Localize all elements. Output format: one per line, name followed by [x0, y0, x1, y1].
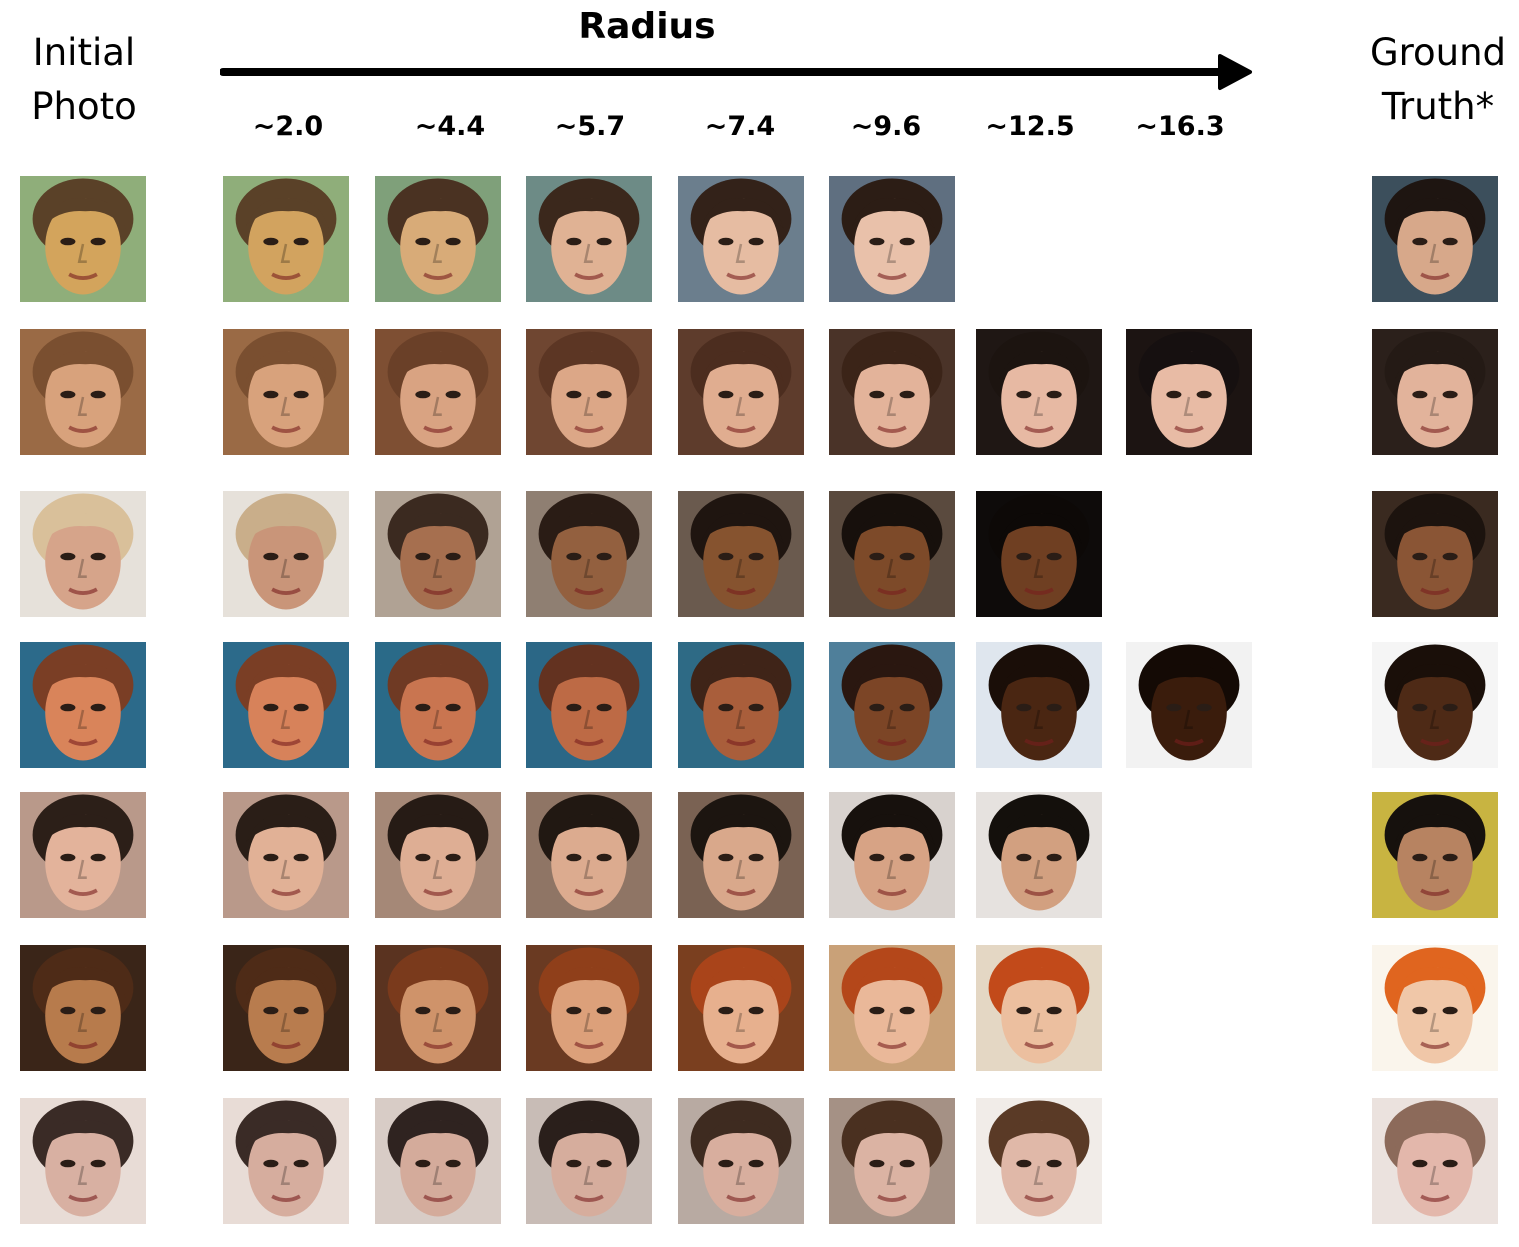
generated-face: [1126, 329, 1252, 455]
ground-truth-photo: [1372, 329, 1498, 455]
generated-face: [678, 491, 804, 617]
initial-photo: [20, 792, 146, 918]
initial-photo-header: Initial Photo: [10, 26, 158, 134]
generated-face: [526, 945, 652, 1071]
generated-face: [1126, 642, 1252, 768]
ground-truth-header-line1: Ground: [1369, 31, 1507, 74]
ground-truth-photo: [1372, 945, 1498, 1071]
radius-label: ~16.3: [1135, 111, 1225, 142]
generated-face: [976, 491, 1102, 617]
generated-face: [375, 792, 501, 918]
radius-label: ~12.5: [985, 111, 1075, 142]
generated-face: [223, 642, 349, 768]
generated-face: [678, 176, 804, 302]
generated-face: [829, 176, 955, 302]
initial-photo: [20, 642, 146, 768]
generated-face: [375, 491, 501, 617]
initial-photo: [20, 1098, 146, 1224]
radius-arrow: [220, 54, 1252, 90]
generated-face: [526, 642, 652, 768]
generated-face: [375, 642, 501, 768]
radius-label: ~9.6: [850, 111, 922, 142]
generated-face: [223, 1098, 349, 1224]
generated-face: [526, 1098, 652, 1224]
generated-face: [375, 329, 501, 455]
generated-face: [526, 176, 652, 302]
generated-face: [526, 329, 652, 455]
generated-face: [526, 792, 652, 918]
initial-photo: [20, 491, 146, 617]
ground-truth-header-line2: Truth*: [1381, 85, 1495, 128]
ground-truth-photo: [1372, 642, 1498, 768]
generated-face: [976, 792, 1102, 918]
generated-face: [976, 642, 1102, 768]
radius-title: Radius: [578, 6, 716, 47]
generated-face: [375, 1098, 501, 1224]
initial-photo: [20, 329, 146, 455]
generated-face: [678, 1098, 804, 1224]
generated-face: [678, 945, 804, 1071]
radius-label: ~2.0: [252, 111, 324, 142]
generated-face: [829, 1098, 955, 1224]
initial-photo-header-line2: Photo: [31, 85, 137, 128]
ground-truth-photo: [1372, 1098, 1498, 1224]
radius-label: ~4.4: [414, 111, 486, 142]
generated-face: [976, 329, 1102, 455]
ground-truth-header: Ground Truth*: [1360, 26, 1516, 134]
generated-face: [829, 642, 955, 768]
generated-face: [976, 945, 1102, 1071]
ground-truth-photo: [1372, 491, 1498, 617]
initial-photo: [20, 176, 146, 302]
generated-face: [678, 329, 804, 455]
generated-face: [223, 945, 349, 1071]
generated-face: [223, 329, 349, 455]
initial-photo-header-line1: Initial: [32, 31, 136, 74]
generated-face: [678, 792, 804, 918]
initial-photo: [20, 945, 146, 1071]
generated-face: [223, 176, 349, 302]
generated-face: [678, 642, 804, 768]
ground-truth-photo: [1372, 176, 1498, 302]
generated-face: [526, 491, 652, 617]
generated-face: [829, 491, 955, 617]
generated-face: [375, 176, 501, 302]
generated-face: [829, 945, 955, 1071]
generated-face: [223, 491, 349, 617]
radius-label: ~5.7: [554, 111, 626, 142]
generated-face: [829, 792, 955, 918]
generated-face: [223, 792, 349, 918]
ground-truth-photo: [1372, 792, 1498, 918]
generated-face: [976, 1098, 1102, 1224]
generated-face: [829, 329, 955, 455]
generated-face: [375, 945, 501, 1071]
radius-label: ~7.4: [704, 111, 776, 142]
